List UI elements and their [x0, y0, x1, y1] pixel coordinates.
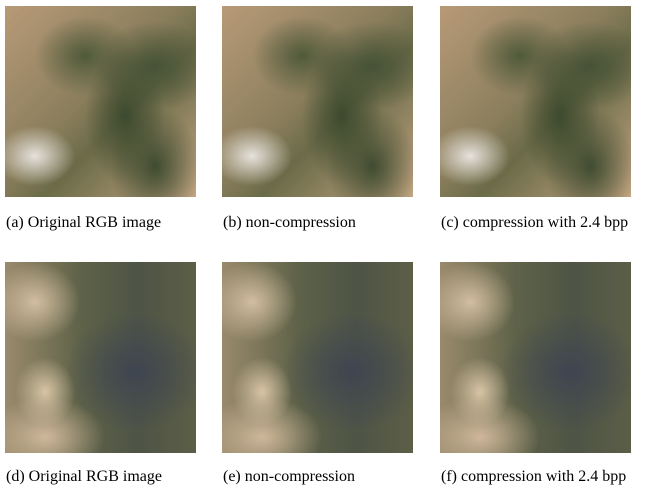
caption: (e) non-compression — [223, 468, 355, 486]
caption: (d) Original RGB image — [6, 468, 162, 486]
zoomed-image — [5, 262, 196, 453]
caption: (c) compression with 2.4 bpp — [441, 214, 628, 232]
caption: (f) compression with 2.4 bpp — [441, 468, 626, 486]
zoomed-image — [440, 262, 631, 453]
satellite-image — [5, 6, 196, 197]
satellite-image — [440, 6, 631, 197]
zoomed-image — [222, 262, 413, 453]
caption: (b) non-compression — [223, 214, 356, 232]
caption: (a) Original RGB image — [6, 214, 161, 232]
figure: (a) Original RGB image (b) non-compressi… — [0, 0, 659, 491]
satellite-image — [222, 6, 413, 197]
